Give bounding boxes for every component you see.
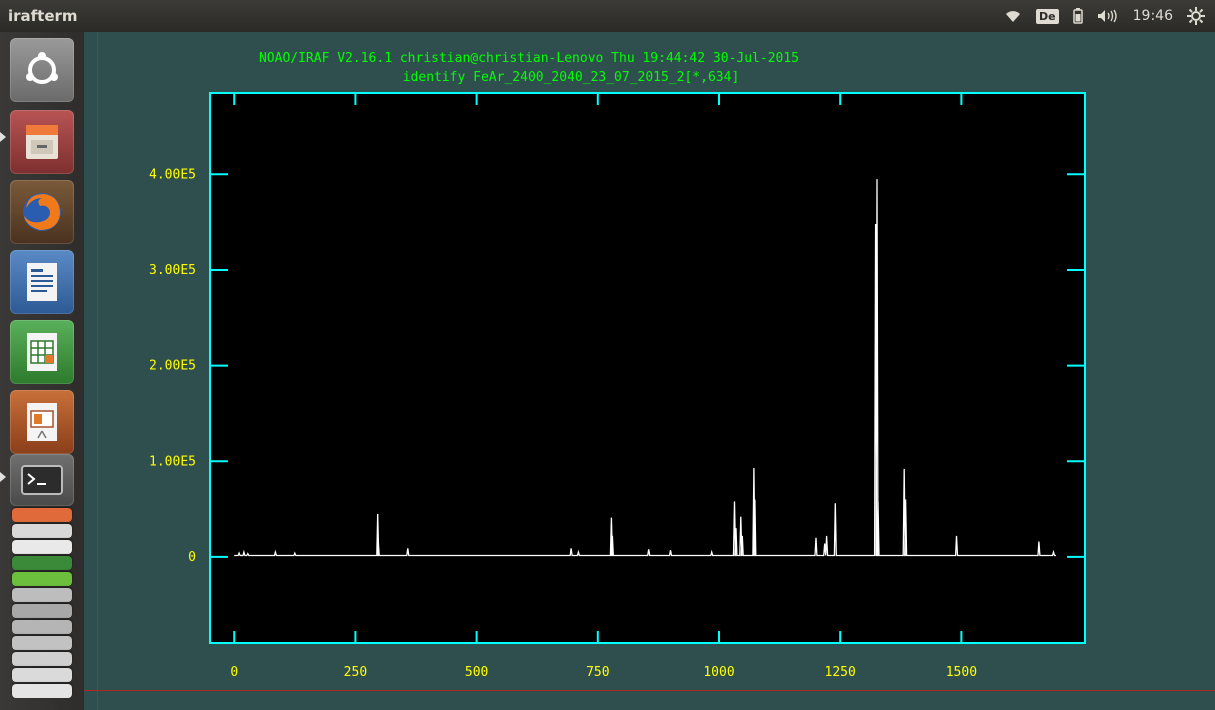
spectrum-plot[interactable]: NOAO/IRAF V2.16.1 christian@christian-Le… [84,32,1215,710]
x-tick-label: 750 [586,665,609,680]
x-tick-label: 250 [344,665,367,680]
launcher-stacked-icon[interactable] [12,588,72,602]
y-tick-label: 0 [188,550,196,565]
launcher-stacked-icon[interactable] [12,684,72,698]
launcher-stacked-icon[interactable] [12,540,72,554]
y-tick-label: 2.00E5 [149,359,196,374]
launcher-stacked-icon[interactable] [12,572,72,586]
launcher-stacked-icon[interactable] [12,668,72,682]
launcher-stacked-icon[interactable] [12,556,72,570]
x-tick-label: 1500 [946,665,977,680]
calc-icon[interactable] [10,320,74,384]
launcher-stacked-icon[interactable] [12,604,72,618]
ubuntu-dash-icon[interactable] [10,38,74,102]
volume-icon[interactable] [1097,9,1119,23]
x-tick-label: 500 [465,665,488,680]
y-tick-label: 3.00E5 [149,263,196,278]
launcher [0,32,85,710]
running-indicator [0,132,6,142]
impress-icon[interactable] [10,390,74,454]
keyboard-layout-indicator[interactable]: De [1036,8,1059,24]
indicator-area: De 19:46 [1004,0,1205,32]
launcher-stacked-icon[interactable] [12,652,72,666]
clock[interactable]: 19:46 [1132,8,1173,24]
plot-header-line2: identify FeAr_2400_2040_23_07_2015_2[*,6… [403,70,740,85]
x-tick-label: 1250 [825,665,856,680]
launcher-stacked-icon[interactable] [12,620,72,634]
x-tick-label: 1000 [703,665,734,680]
spectrum-line [234,179,1056,557]
plot-frame [209,92,1086,644]
terminal-crosshair-horizontal [84,690,1215,691]
y-tick-label: 1.00E5 [149,454,196,469]
launcher-stacked-icon[interactable] [12,508,72,522]
files-icon[interactable] [10,110,74,174]
x-tick-label: 0 [230,665,238,680]
wifi-icon[interactable] [1004,9,1022,23]
firefox-icon[interactable] [10,180,74,244]
terminal-crosshair-vertical [97,32,98,710]
writer-icon[interactable] [10,250,74,314]
plot-header-line1: NOAO/IRAF V2.16.1 christian@christian-Le… [259,51,799,66]
y-axis-ticks [210,173,1085,558]
spectrum-series [234,179,1056,557]
battery-icon[interactable] [1072,8,1083,24]
launcher-stacked-icon[interactable] [12,524,72,538]
y-tick-label: 4.00E5 [149,167,196,182]
session-gear-icon[interactable] [1187,7,1205,25]
window-title: irafterm [8,7,78,25]
y-axis-tick-labels: 0 1.00E5 2.00E5 3.00E5 4.00E5 [149,167,196,565]
launcher-stacked-icon[interactable] [12,636,72,650]
running-indicator [0,472,6,482]
x-axis-ticks [233,93,963,643]
top-panel: irafterm De 19:46 [0,0,1215,32]
terminal-icon[interactable] [10,454,74,506]
irafterm-window[interactable]: NOAO/IRAF V2.16.1 christian@christian-Le… [84,32,1215,710]
x-axis-tick-labels: 0 250 500 750 1000 1250 1500 [230,665,977,680]
